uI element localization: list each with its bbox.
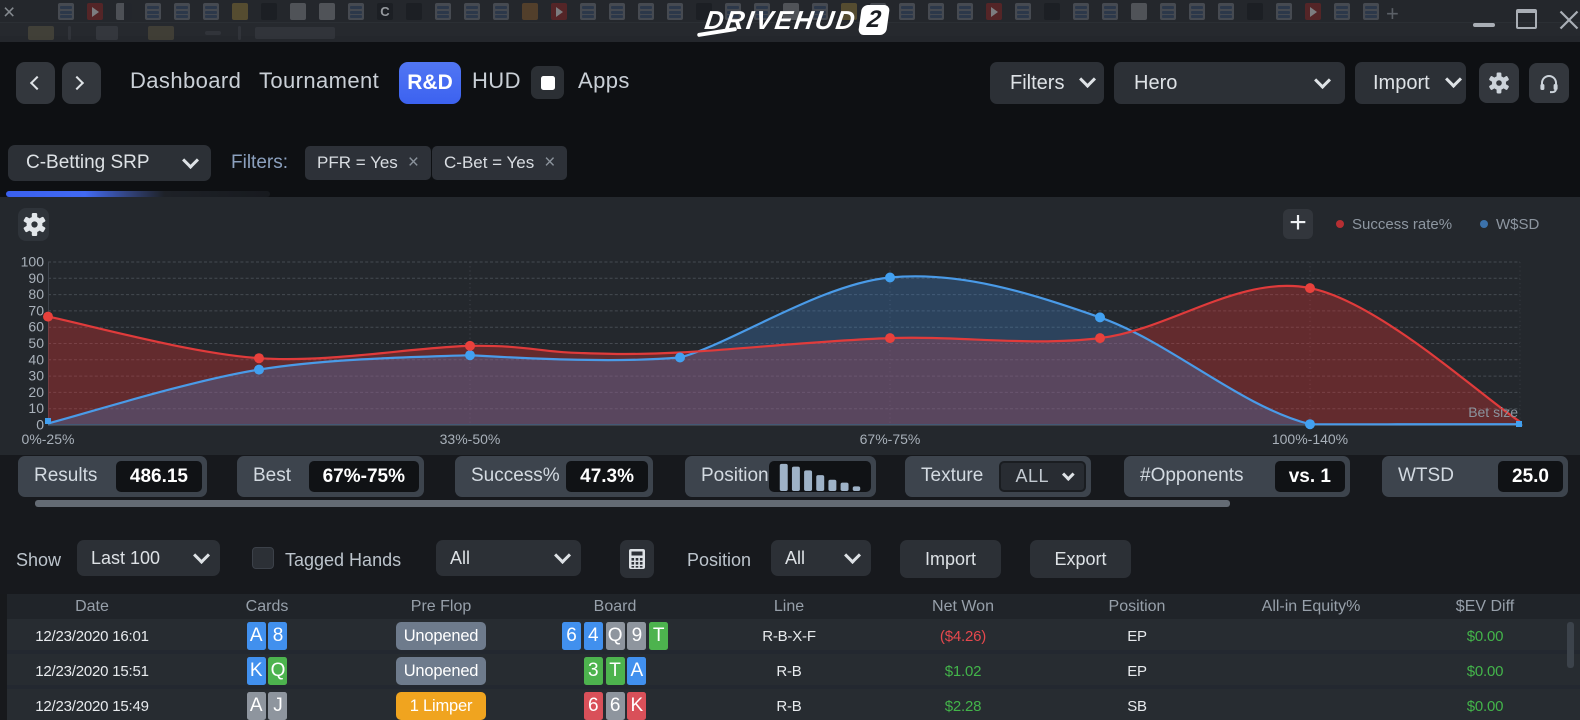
svg-text:60: 60 <box>28 319 44 335</box>
svg-text:40: 40 <box>28 351 44 367</box>
svg-text:Bet size: Bet size <box>1468 404 1518 420</box>
svg-text:10: 10 <box>28 400 44 416</box>
svg-text:0%-25%: 0%-25% <box>22 431 75 447</box>
svg-text:33%-50%: 33%-50% <box>440 431 501 447</box>
svg-text:80: 80 <box>28 286 44 302</box>
svg-text:0: 0 <box>36 417 44 433</box>
svg-text:100%-140%: 100%-140% <box>1272 431 1348 447</box>
svg-text:67%-75%: 67%-75% <box>860 431 921 447</box>
svg-text:100: 100 <box>21 254 45 270</box>
svg-text:70: 70 <box>28 302 44 318</box>
svg-text:20: 20 <box>28 384 44 400</box>
svg-text:90: 90 <box>28 270 44 286</box>
svg-text:30: 30 <box>28 368 44 384</box>
svg-text:50: 50 <box>28 335 44 351</box>
